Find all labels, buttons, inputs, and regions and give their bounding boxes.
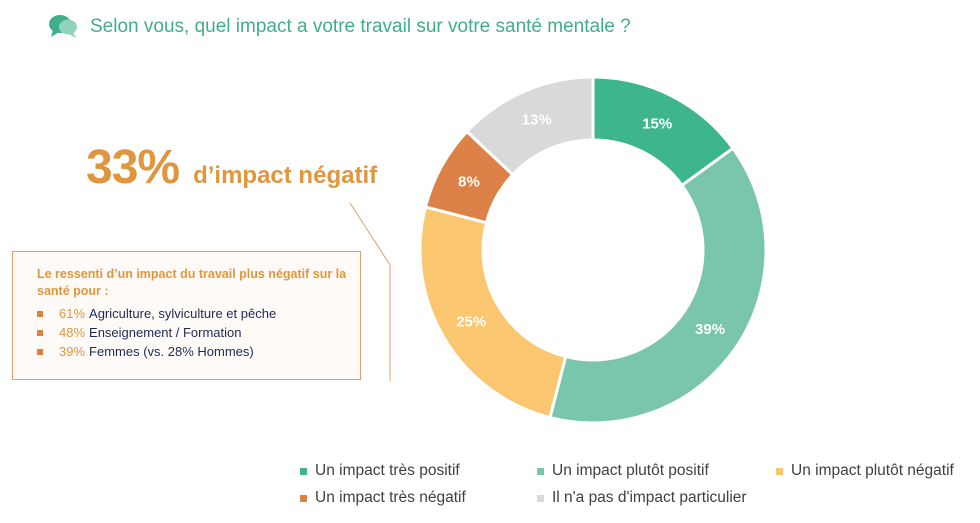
donut-slice: [418, 205, 568, 420]
callout-item: 39% Femmes (vs. 28% Hommes): [37, 342, 350, 361]
callout-item-pct: 39%: [59, 344, 86, 359]
slice-data-label: 25%: [456, 314, 486, 331]
slice-data-label: 13%: [522, 112, 552, 129]
callout-item: 61% Agriculture, sylviculture et pêche: [37, 304, 350, 323]
highlight-value: 33%: [86, 141, 180, 194]
donut-slice: [464, 75, 595, 177]
square-bullet-icon: [37, 348, 43, 355]
callout-box: Le ressenti d’un impact du travail plus …: [12, 251, 361, 380]
callout-list: 61% Agriculture, sylviculture et pêche 48…: [37, 304, 350, 361]
slice-data-label: 8%: [458, 173, 480, 190]
square-bullet-icon: [37, 310, 43, 317]
highlight-text: d’impact négatif: [193, 162, 378, 189]
square-bullet-icon: [37, 329, 43, 336]
callout-item-label: Enseignement / Formation: [89, 325, 242, 340]
page-title: Selon vous, quel impact a votre travail …: [90, 16, 631, 37]
highlight-stat: 33% d’impact négatif: [86, 140, 377, 195]
callout-item-label: Agriculture, sylviculture et pêche: [89, 306, 277, 321]
slice-data-label: 15%: [642, 115, 672, 132]
chat-bubbles-icon: [49, 15, 77, 38]
slice-data-label: 39%: [695, 321, 725, 338]
donut-slice: [548, 146, 768, 425]
callout-heading: Le ressenti d’un impact du travail plus …: [37, 267, 347, 298]
callout-item-label: Femmes (vs. 28% Hommes): [89, 344, 254, 359]
callout-item: 48% Enseignement / Formation: [37, 323, 350, 342]
header: Selon vous, quel impact a votre travail …: [48, 10, 631, 44]
callout-item-pct: 61%: [59, 306, 86, 321]
callout-item-pct: 48%: [59, 325, 86, 340]
